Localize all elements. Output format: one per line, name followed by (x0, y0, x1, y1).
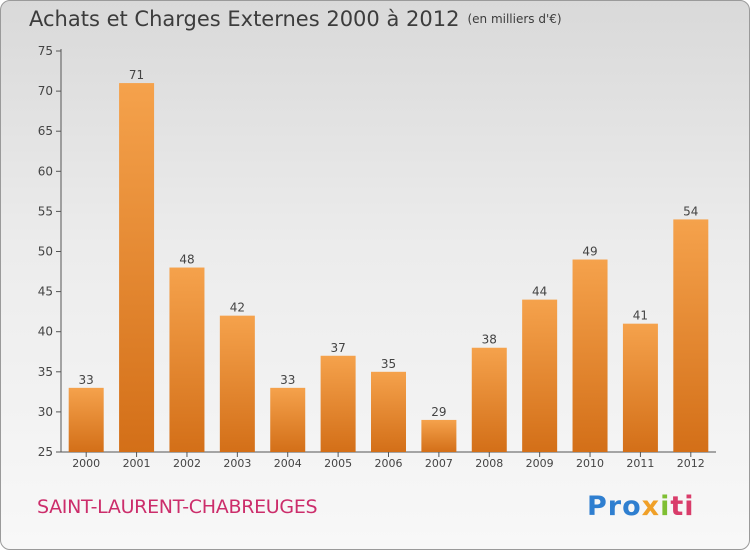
data-label-2009: 44 (532, 285, 547, 299)
logo-part-2: x (641, 491, 661, 522)
proxiti-logo: Proxiti (587, 491, 695, 522)
logo-part-4: ti (670, 491, 695, 522)
x-tick-label-2007: 2007 (425, 457, 453, 470)
chart-axes: 25 30 35 40 45 50 55 60 65 70 75 (38, 44, 716, 459)
y-tick-label: 75 (38, 44, 53, 58)
bar-2000 (68, 387, 104, 452)
data-label-2010: 49 (582, 245, 597, 259)
x-tick-label-2010: 2010 (576, 457, 604, 470)
data-label-2001: 71 (129, 68, 144, 82)
y-tick-label: 65 (38, 124, 53, 138)
chart-labels: 33 2000 71 2001 48 2002 42 2003 33 2004 37 2005 35 20… (72, 68, 705, 470)
logo-part-3: i (660, 491, 671, 522)
y-tick-label: 60 (38, 164, 53, 178)
chart-title: Achats et Charges Externes 2000 à 2012 (29, 7, 460, 31)
data-label-2008: 38 (482, 333, 497, 347)
x-tick-label-2003: 2003 (223, 457, 251, 470)
x-tick-label-2001: 2001 (123, 457, 151, 470)
y-tick-label: 25 (38, 445, 53, 459)
bar-2010 (572, 259, 608, 452)
x-tick-label-2004: 2004 (274, 457, 302, 470)
bar-2005 (320, 355, 356, 452)
data-label-2007: 29 (431, 405, 446, 419)
x-tick-label-2011: 2011 (626, 457, 654, 470)
x-tick-label-2006: 2006 (375, 457, 403, 470)
bar-2012 (673, 219, 709, 452)
chart-unit-note: (en milliers d'€) (467, 12, 562, 26)
data-label-2006: 35 (381, 357, 396, 371)
data-label-2012: 54 (683, 204, 698, 218)
data-label-2005: 37 (330, 341, 345, 355)
x-tick-label-2005: 2005 (324, 457, 352, 470)
bar-2003 (219, 315, 255, 452)
y-tick-label: 70 (38, 84, 53, 98)
x-tick-label-2009: 2009 (526, 457, 554, 470)
bar-2009 (522, 299, 558, 452)
bar-2008 (471, 347, 507, 452)
data-label-2004: 33 (280, 373, 295, 387)
bar-2001 (119, 83, 155, 452)
y-tick-label: 30 (38, 405, 53, 419)
y-tick-label: 40 (38, 325, 53, 339)
bar-2007 (421, 419, 457, 452)
y-tick-label: 55 (38, 204, 53, 218)
x-tick-label-2012: 2012 (677, 457, 705, 470)
x-tick-label-2008: 2008 (475, 457, 503, 470)
data-label-2011: 41 (633, 309, 648, 323)
data-label-2002: 48 (179, 253, 194, 267)
logo-part-1: Pro (587, 491, 642, 522)
chart-title-block: Achats et Charges Externes 2000 à 2012 (e… (29, 7, 562, 31)
y-tick-label: 45 (38, 285, 53, 299)
bar-2002 (169, 267, 205, 452)
data-label-2000: 33 (79, 373, 94, 387)
y-tick-label: 50 (38, 245, 53, 259)
data-label-2003: 42 (230, 301, 245, 315)
chart-bars (68, 83, 709, 452)
x-tick-label-2002: 2002 (173, 457, 201, 470)
bar-2004 (270, 387, 306, 452)
bar-2011 (622, 323, 658, 452)
y-tick-label: 35 (38, 365, 53, 379)
x-tick-label-2000: 2000 (72, 457, 100, 470)
bar-2006 (371, 371, 406, 452)
commune-name: SAINT-LAURENT-CHABREUGES (37, 496, 318, 518)
